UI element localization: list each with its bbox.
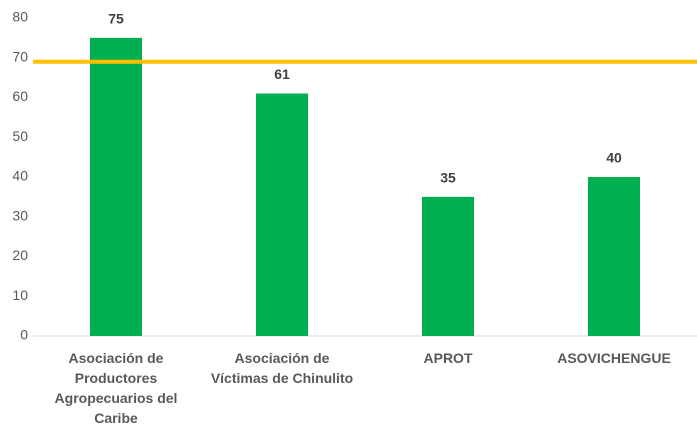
- value-label: 61: [274, 66, 290, 82]
- y-tick-label: 60: [12, 88, 28, 104]
- y-tick-label: 0: [20, 327, 28, 343]
- x-tick-label: Asociación de Víctimas de Chinulito: [210, 350, 354, 386]
- x-tick-label: ASOVICHENGUE: [557, 350, 671, 366]
- bar: [256, 93, 308, 337]
- bar: [90, 37, 142, 336]
- value-label: 35: [440, 170, 456, 186]
- y-tick-label: 50: [12, 128, 28, 144]
- y-tick-label: 20: [12, 247, 28, 263]
- y-tick-label: 30: [12, 207, 28, 223]
- x-tick-label: Asociación de Productores Agropecuarios …: [54, 350, 178, 426]
- bar: [588, 177, 640, 336]
- x-tick-label: APROT: [423, 350, 473, 366]
- y-tick-label: 80: [12, 9, 28, 25]
- y-tick-label: 70: [12, 48, 28, 64]
- value-label: 75: [108, 11, 124, 27]
- y-tick-label: 10: [12, 287, 28, 303]
- y-tick-label: 40: [12, 168, 28, 184]
- value-label: 40: [606, 150, 622, 166]
- bar: [422, 196, 474, 336]
